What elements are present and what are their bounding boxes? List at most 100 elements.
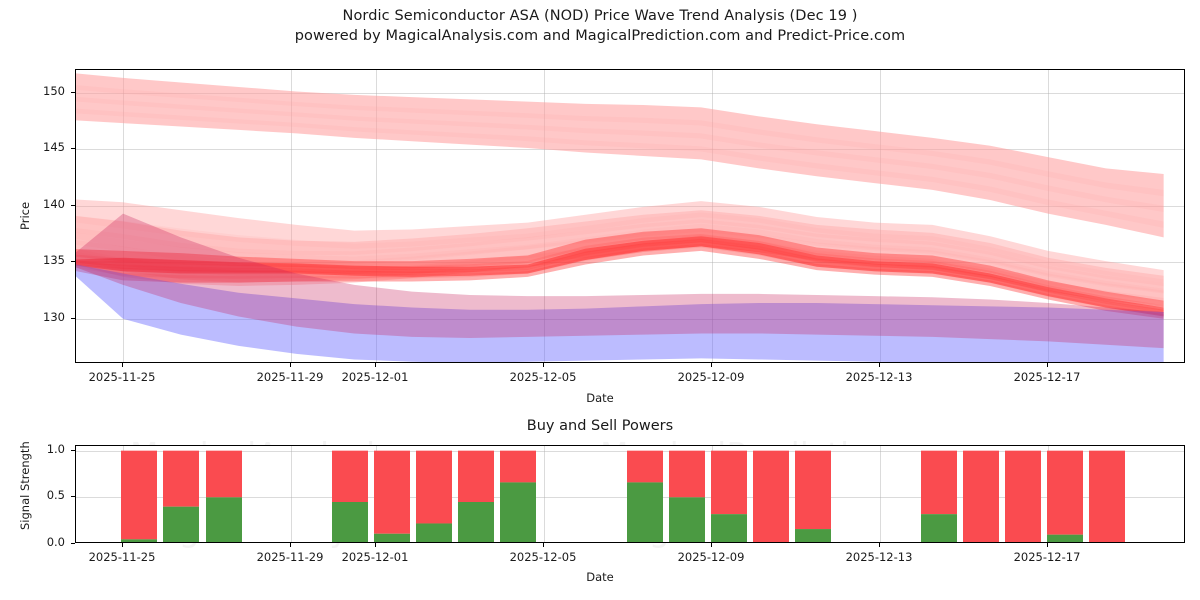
- x-tick-mark: [711, 363, 712, 367]
- wave-band-striation: [76, 96, 1164, 213]
- x-tick-label: 2025-11-25: [88, 550, 156, 564]
- x-tick-label: 2025-12-09: [677, 370, 745, 384]
- buy-power-bar: [374, 533, 410, 542]
- buy-power-bar: [711, 514, 747, 542]
- y-tick-label: 130: [43, 309, 65, 324]
- sell-power-bar: [1005, 450, 1041, 542]
- wave-band-inner-red-band-2: [76, 228, 1164, 319]
- x-tick-label: 2025-12-01: [341, 550, 409, 564]
- x-tick-mark: [1047, 543, 1048, 547]
- wave-band-mid-pink-band-2: [76, 210, 1164, 306]
- x-tick-mark: [290, 363, 291, 367]
- chart-title-line-2: powered by MagicalAnalysis.com and Magic…: [294, 28, 906, 44]
- x-tick-mark: [879, 543, 880, 547]
- y-tick-label: 145: [43, 140, 65, 155]
- y-tick-mark: [71, 449, 75, 451]
- sell-power-bar: [795, 450, 831, 530]
- x-tick-mark: [543, 543, 544, 547]
- x-tick-mark: [375, 363, 376, 367]
- gridline-vertical: [544, 70, 545, 362]
- gridline-vertical: [1048, 70, 1049, 362]
- y-tick-label: 0.0: [46, 535, 65, 549]
- buy-power-bar: [458, 502, 494, 542]
- buy-power-bar: [416, 523, 452, 542]
- buy-power-bar: [332, 502, 368, 542]
- sell-power-bar: [963, 450, 999, 542]
- sell-power-bar: [711, 450, 747, 515]
- gridline-vertical: [880, 446, 881, 542]
- gridline-horizontal: [76, 318, 1184, 320]
- gridline-vertical: [712, 70, 713, 362]
- x-tick-mark: [290, 543, 291, 547]
- gridline-vertical: [291, 446, 292, 542]
- gridline-vertical: [376, 70, 377, 362]
- x-tick-label: 2025-12-09: [677, 550, 745, 564]
- price-wave-bands: [76, 73, 1164, 362]
- y-tick-mark: [71, 317, 75, 319]
- x-tick-label: 2025-12-01: [341, 370, 409, 384]
- wave-band-striation: [76, 85, 1164, 197]
- x-tick-mark: [122, 363, 123, 367]
- x-tick-mark: [543, 363, 544, 367]
- sell-power-bar: [669, 450, 705, 498]
- sell-power-bar: [753, 450, 789, 542]
- gridline-vertical: [544, 446, 545, 542]
- buy-power-bar: [500, 482, 536, 542]
- sell-power-bar: [627, 450, 663, 483]
- sell-power-bar: [1089, 450, 1125, 542]
- x-tick-mark: [122, 543, 123, 547]
- sell-power-bar: [1047, 450, 1083, 535]
- wave-band-blue-support-band: [76, 264, 1164, 362]
- buy-power-bar: [627, 482, 663, 542]
- gridline-horizontal: [76, 92, 1184, 94]
- buy-power-bar: [206, 497, 242, 542]
- x-tick-label: 2025-12-05: [509, 550, 577, 564]
- x-tick-label: 2025-11-25: [88, 370, 156, 384]
- y-tick-label: 150: [43, 83, 65, 98]
- chart-title-line-1: Nordic Semiconductor ASA (NOD) Price Wav…: [342, 8, 858, 24]
- y-tick-mark: [71, 543, 75, 544]
- buy-power-bar: [921, 514, 957, 542]
- signals-axis-x-label: Date: [586, 570, 614, 584]
- chart-title-block: Nordic Semiconductor ASA (NOD) Price Wav…: [0, 6, 1200, 46]
- y-tick-mark: [71, 496, 75, 498]
- buy-power-bar: [1047, 534, 1083, 542]
- wave-band-striation: [76, 223, 1164, 293]
- y-tick-label: 135: [43, 253, 65, 268]
- sell-power-bar: [121, 450, 157, 540]
- x-tick-label: 2025-11-29: [256, 370, 324, 384]
- signals-plot-area: [75, 445, 1185, 543]
- sell-power-bar: [206, 450, 242, 498]
- wave-band-magenta-resistance-band: [76, 213, 1164, 349]
- x-tick-label: 2025-12-17: [1013, 370, 1081, 384]
- wave-band-inner-red-band-1: [76, 236, 1164, 317]
- price-axis-y-label: Price: [18, 201, 32, 230]
- sell-power-bar: [416, 450, 452, 524]
- y-tick-mark: [71, 148, 75, 150]
- x-tick-mark: [375, 543, 376, 547]
- price-axis-x-label: Date: [586, 391, 614, 405]
- y-tick-mark: [71, 261, 75, 263]
- gridline-vertical: [291, 70, 292, 362]
- signal-bars-group: [121, 450, 1125, 542]
- sell-power-bar: [374, 450, 410, 534]
- wave-band-outer-upper-band: [76, 73, 1164, 238]
- sell-power-bar: [458, 450, 494, 502]
- buy-power-bar: [163, 506, 199, 542]
- sell-power-bar: [500, 450, 536, 483]
- x-tick-label: 2025-12-17: [1013, 550, 1081, 564]
- signals-axis-y-label: Signal Strength: [18, 441, 32, 530]
- y-tick-label: 0.5: [46, 488, 65, 503]
- price-wave-plot-area: [75, 69, 1185, 363]
- sell-power-bar: [332, 450, 368, 502]
- gridline-horizontal: [76, 205, 1184, 207]
- buy-power-bar: [669, 497, 705, 542]
- gridline-vertical: [880, 70, 881, 362]
- sell-power-bar: [921, 450, 957, 515]
- y-tick-mark: [71, 204, 75, 206]
- sell-power-bar: [163, 450, 199, 507]
- y-tick-mark: [71, 91, 75, 93]
- x-tick-mark: [711, 543, 712, 547]
- buy-power-bar: [121, 539, 157, 542]
